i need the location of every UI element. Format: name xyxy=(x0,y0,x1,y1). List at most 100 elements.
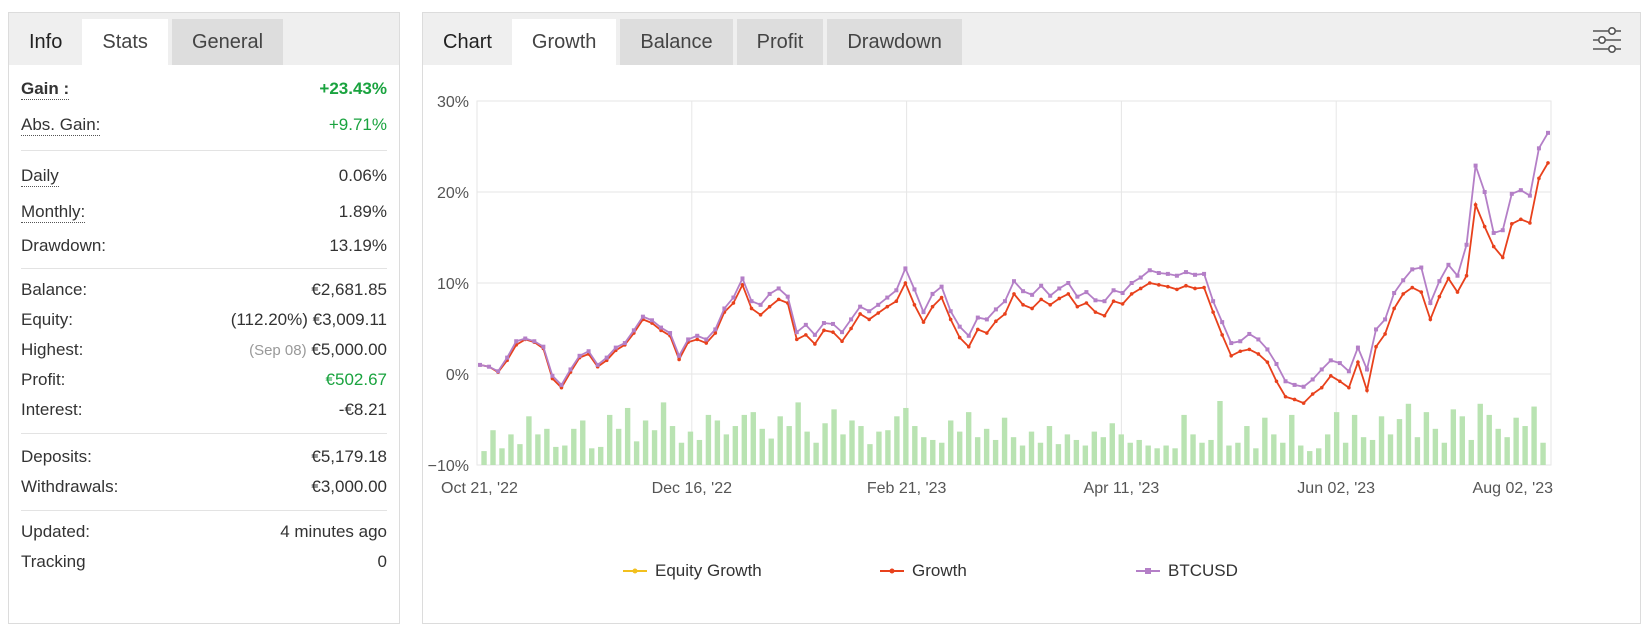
volume-bar xyxy=(1307,451,1313,465)
volume-bar xyxy=(696,439,703,465)
monthly-label[interactable]: Monthly: xyxy=(21,201,86,223)
volume-bar xyxy=(1468,439,1474,465)
btcusd-point xyxy=(523,336,528,341)
btcusd-line xyxy=(479,132,1549,388)
tab-profit[interactable]: Profit xyxy=(736,19,824,65)
interest-value: -€8.21 xyxy=(338,400,387,419)
volume-bar xyxy=(795,402,801,465)
volume-bar xyxy=(1271,434,1277,465)
daily-label[interactable]: Daily xyxy=(21,165,59,187)
divider xyxy=(21,433,387,434)
legend-equity-growth[interactable]: Equity Growth xyxy=(623,561,762,581)
volume-bar xyxy=(633,441,640,465)
btcusd-point xyxy=(532,339,537,344)
btcusd-point xyxy=(586,349,591,354)
growth-point xyxy=(677,357,681,362)
balance-value: €2,681.85 xyxy=(311,280,387,299)
tab-drawdown[interactable]: Drawdown xyxy=(827,19,962,65)
balance-label: Balance: xyxy=(21,280,88,299)
growth-point xyxy=(858,312,862,316)
drawdown-row: Drawdown: 13.19% xyxy=(21,235,387,257)
abs-gain-label[interactable]: Abs. Gain: xyxy=(21,114,101,136)
growth-point xyxy=(831,330,835,334)
growth-point xyxy=(1157,283,1161,287)
btcusd-point xyxy=(1310,377,1315,382)
growth-point xyxy=(912,303,917,307)
equity-value: €3,009.11 xyxy=(312,310,387,329)
growth-point xyxy=(1283,394,1288,399)
growth-point xyxy=(1193,286,1197,291)
volume-bar xyxy=(1280,442,1286,465)
volume-bar xyxy=(1333,412,1340,465)
growth-point xyxy=(994,319,998,324)
growth-point xyxy=(876,311,881,315)
volume-bar xyxy=(1298,445,1304,465)
volume-bar xyxy=(1495,428,1501,465)
btcusd-point xyxy=(1428,301,1433,306)
volume-bar xyxy=(580,420,586,465)
legend-btcusd[interactable]: BTCUSD xyxy=(1136,561,1238,581)
growth-point xyxy=(894,299,899,303)
volume-bar xyxy=(660,402,667,465)
equity-percent: (112.20%) xyxy=(230,310,308,329)
btcusd-point xyxy=(1202,271,1207,276)
tab-general[interactable]: General xyxy=(171,19,284,65)
growth-point xyxy=(1030,306,1034,311)
btcusd-point xyxy=(622,341,627,346)
tracking-label: Tracking xyxy=(21,552,86,571)
chart-legend: Equity Growth Growth BTCUSD xyxy=(423,561,1640,591)
growth-point xyxy=(1338,379,1342,384)
gain-label[interactable]: Gain : xyxy=(21,78,70,100)
growth-point xyxy=(1437,294,1442,299)
growth-point xyxy=(1265,360,1270,364)
growth-point xyxy=(1537,176,1541,181)
tab-chart[interactable]: Chart xyxy=(443,30,492,53)
btcusd-point xyxy=(559,382,564,387)
drawdown-label: Drawdown: xyxy=(21,236,107,255)
legend-growth[interactable]: Growth xyxy=(880,561,967,581)
volume-bar xyxy=(705,414,712,465)
growth-point xyxy=(794,337,799,342)
volume-bar xyxy=(1217,401,1223,465)
withdrawals-value: €3,000.00 xyxy=(311,477,387,496)
volume-bar xyxy=(1450,409,1457,465)
growth-point xyxy=(1410,285,1415,290)
tab-growth[interactable]: Growth xyxy=(511,19,617,65)
volume-bar xyxy=(517,444,523,465)
growth-point xyxy=(1310,392,1315,396)
volume-bar xyxy=(813,442,819,465)
volume-bar xyxy=(651,430,658,465)
btcusd-point xyxy=(1183,270,1188,275)
volume-bar xyxy=(741,414,747,465)
btcusd-point xyxy=(1437,279,1442,284)
growth-point xyxy=(1048,303,1053,307)
volume-bar xyxy=(1163,445,1169,465)
highest-date: (Sep 08) xyxy=(249,342,307,359)
growth-point xyxy=(758,313,763,317)
sliders-icon[interactable] xyxy=(1592,25,1622,55)
tab-stats[interactable]: Stats xyxy=(82,19,168,65)
growth-point xyxy=(767,304,772,309)
btcusd-point xyxy=(1446,262,1451,267)
btcusd-point xyxy=(1292,382,1297,387)
btcusd-point xyxy=(975,315,980,320)
equity-row: Equity: (112.20%) €3,009.11 xyxy=(21,309,387,331)
volume-bar xyxy=(1145,445,1151,465)
tracking-row: Tracking 0 xyxy=(21,551,387,573)
growth-point xyxy=(1229,354,1234,358)
btcusd-point xyxy=(1075,294,1080,299)
growth-point xyxy=(740,283,745,287)
btcusd-point xyxy=(1256,337,1261,342)
tab-balance[interactable]: Balance xyxy=(620,19,733,65)
volume-bar xyxy=(974,437,981,465)
growth-point xyxy=(1464,273,1469,278)
volume-bar xyxy=(1127,442,1133,465)
btcusd-point xyxy=(948,309,953,314)
tab-info[interactable]: Info xyxy=(29,30,63,53)
growth-point xyxy=(1347,385,1351,390)
volume-bar xyxy=(1477,403,1483,465)
growth-point xyxy=(903,281,908,285)
btcusd-point xyxy=(1491,230,1496,235)
growth-point xyxy=(1301,401,1306,405)
volume-bar xyxy=(867,444,873,465)
